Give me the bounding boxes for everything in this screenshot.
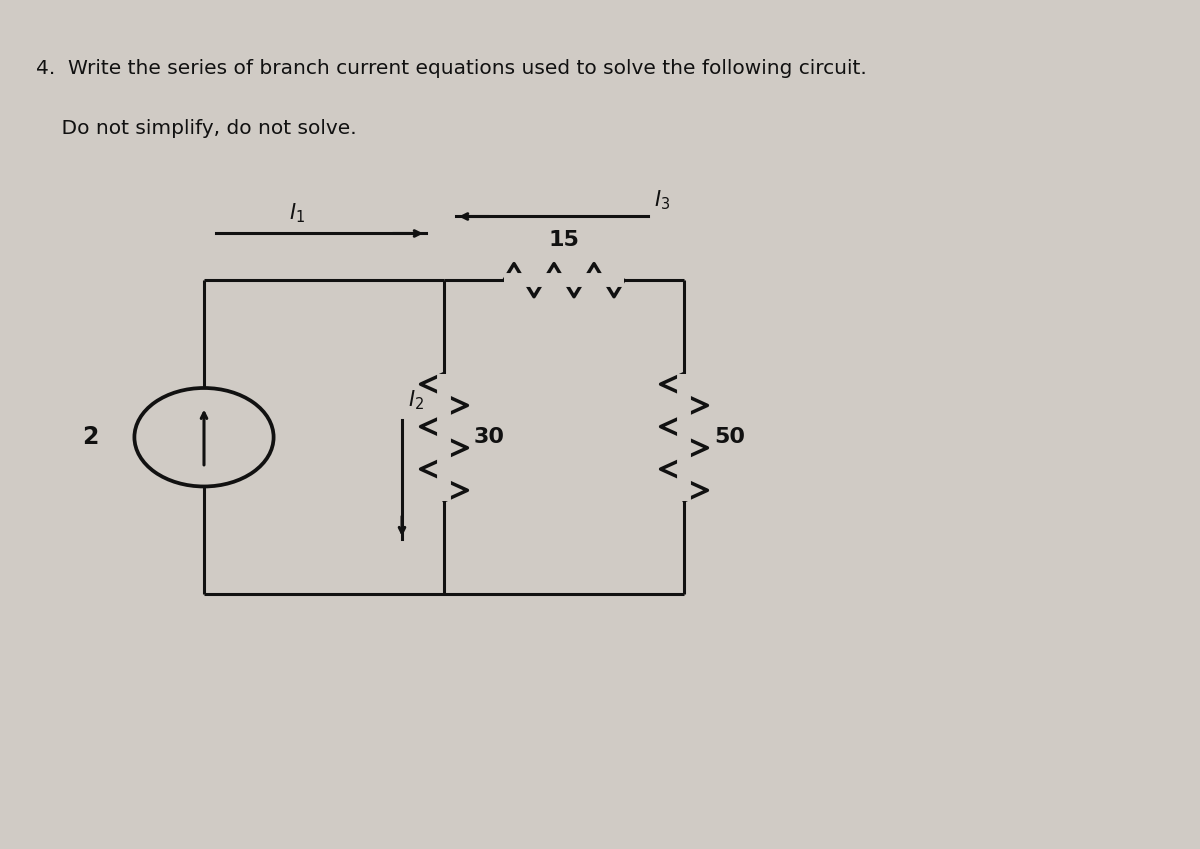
Text: $I_1$: $I_1$ [289,201,305,225]
Text: 50: 50 [714,427,745,447]
Text: 30: 30 [474,427,505,447]
Text: 15: 15 [548,230,580,250]
Text: 4.  Write the series of branch current equations used to solve the following cir: 4. Write the series of branch current eq… [36,59,866,78]
Text: 2: 2 [82,425,98,449]
Circle shape [134,388,274,486]
Text: $I_2$: $I_2$ [408,388,424,412]
Text: Do not simplify, do not solve.: Do not simplify, do not solve. [36,119,356,138]
Text: $I_3$: $I_3$ [654,188,670,212]
